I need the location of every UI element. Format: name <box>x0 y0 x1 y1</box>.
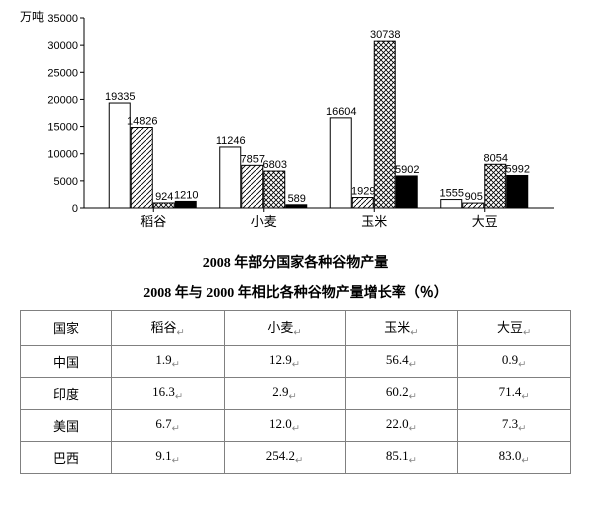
bar-value-label: 905 <box>465 191 483 203</box>
bar <box>463 203 484 208</box>
table-cell: 71.4↵ <box>458 377 571 409</box>
svg-text:25000: 25000 <box>47 67 78 79</box>
bar-value-label: 1210 <box>174 189 198 201</box>
chart-canvas: 0 5000 10000 15000 20000 25000 30000 35000 19335… <box>46 10 566 240</box>
table-cell: 0.9↵ <box>458 345 571 377</box>
table-header-row: 国家稻谷↵小麦↵玉米↵大豆↵ <box>21 311 571 346</box>
table-cell: 9.1↵ <box>111 441 224 473</box>
table-cell: 7.3↵ <box>458 409 571 441</box>
table-cell: 印度 <box>21 377 112 409</box>
table-cell: 254.2↵ <box>224 441 345 473</box>
table-body: 中国1.9↵12.9↵56.4↵0.9↵印度16.3↵2.9↵60.2↵71.4… <box>21 345 571 473</box>
table-col-header: 大豆↵ <box>458 311 571 346</box>
bar-value-label: 14826 <box>127 116 158 128</box>
bar-value-label: 6803 <box>263 159 287 171</box>
growth-rate-table: 国家稻谷↵小麦↵玉米↵大豆↵ 中国1.9↵12.9↵56.4↵0.9↵印度16.… <box>20 310 571 474</box>
table-cell: 6.7↵ <box>111 409 224 441</box>
chart-title-2: 2008 年与 2000 年相比各种谷物产量增长率（％） <box>20 282 571 302</box>
table-col-header: 玉米↵ <box>345 311 458 346</box>
svg-text:5000: 5000 <box>54 176 78 188</box>
bar <box>264 171 285 208</box>
table-row: 美国6.7↵12.0↵22.0↵7.3↵ <box>21 409 571 441</box>
titles-block: 2008 年部分国家各种谷物产量 2008 年与 2000 年相比各种谷物产量增… <box>20 252 571 302</box>
bar <box>485 164 506 208</box>
bar <box>153 203 174 208</box>
category-label: 小麦 <box>251 214 277 229</box>
bar-value-label: 924 <box>155 191 173 203</box>
svg-text:10000: 10000 <box>47 149 78 161</box>
bar-value-label: 16604 <box>326 106 357 118</box>
bar <box>374 41 395 208</box>
table-row: 巴西9.1↵254.2↵85.1↵83.0↵ <box>21 441 571 473</box>
bar-value-label: 11246 <box>216 135 246 147</box>
table-cell: 巴西 <box>21 441 112 473</box>
bar-value-label: 7857 <box>241 153 265 165</box>
table-col-header: 国家 <box>21 311 112 346</box>
table-cell: 85.1↵ <box>345 441 458 473</box>
chart-title-1: 2008 年部分国家各种谷物产量 <box>20 252 571 272</box>
svg-text:20000: 20000 <box>47 94 78 106</box>
svg-text:35000: 35000 <box>47 13 78 25</box>
table-cell: 12.0↵ <box>224 409 345 441</box>
svg-text:0: 0 <box>72 203 78 215</box>
table-cell: 12.9↵ <box>224 345 345 377</box>
bar-value-label: 19335 <box>105 91 136 103</box>
svg-text:15000: 15000 <box>47 122 78 134</box>
category-label: 稻谷 <box>140 214 166 229</box>
table-cell: 16.3↵ <box>111 377 224 409</box>
bar <box>396 176 417 208</box>
table-col-header: 小麦↵ <box>224 311 345 346</box>
table-cell: 2.9↵ <box>224 377 345 409</box>
bar <box>507 175 528 208</box>
table-row: 中国1.9↵12.9↵56.4↵0.9↵ <box>21 345 571 377</box>
bar <box>131 128 152 208</box>
bar <box>175 201 196 208</box>
bar <box>220 147 241 208</box>
table-cell: 60.2↵ <box>345 377 458 409</box>
category-label: 玉米 <box>361 214 387 229</box>
table-cell: 1.9↵ <box>111 345 224 377</box>
bar-value-label: 5992 <box>506 163 530 175</box>
bar <box>242 165 263 208</box>
bar <box>330 118 351 208</box>
category-label: 大豆 <box>472 214 498 229</box>
bar <box>286 205 307 208</box>
bar-value-label: 1555 <box>440 188 464 200</box>
bar-value-label: 1929 <box>351 186 375 198</box>
table-cell: 56.4↵ <box>345 345 458 377</box>
bar-value-label: 589 <box>288 193 306 205</box>
bar <box>352 198 373 208</box>
bar-value-label: 30738 <box>370 29 401 41</box>
svg-text:30000: 30000 <box>47 40 78 52</box>
table-cell: 22.0↵ <box>345 409 458 441</box>
bar-value-label: 5902 <box>395 164 419 176</box>
table-cell: 中国 <box>21 345 112 377</box>
bar-chart: 万吨 0 5000 10000 15000 20000 25000 30000 35000 19… <box>20 10 571 240</box>
table-col-header: 稻谷↵ <box>111 311 224 346</box>
bar <box>441 200 462 208</box>
bar-value-label: 8054 <box>484 152 508 164</box>
table-row: 印度16.3↵2.9↵60.2↵71.4↵ <box>21 377 571 409</box>
table-cell: 美国 <box>21 409 112 441</box>
y-axis-unit: 万吨 <box>20 8 44 240</box>
table-cell: 83.0↵ <box>458 441 571 473</box>
